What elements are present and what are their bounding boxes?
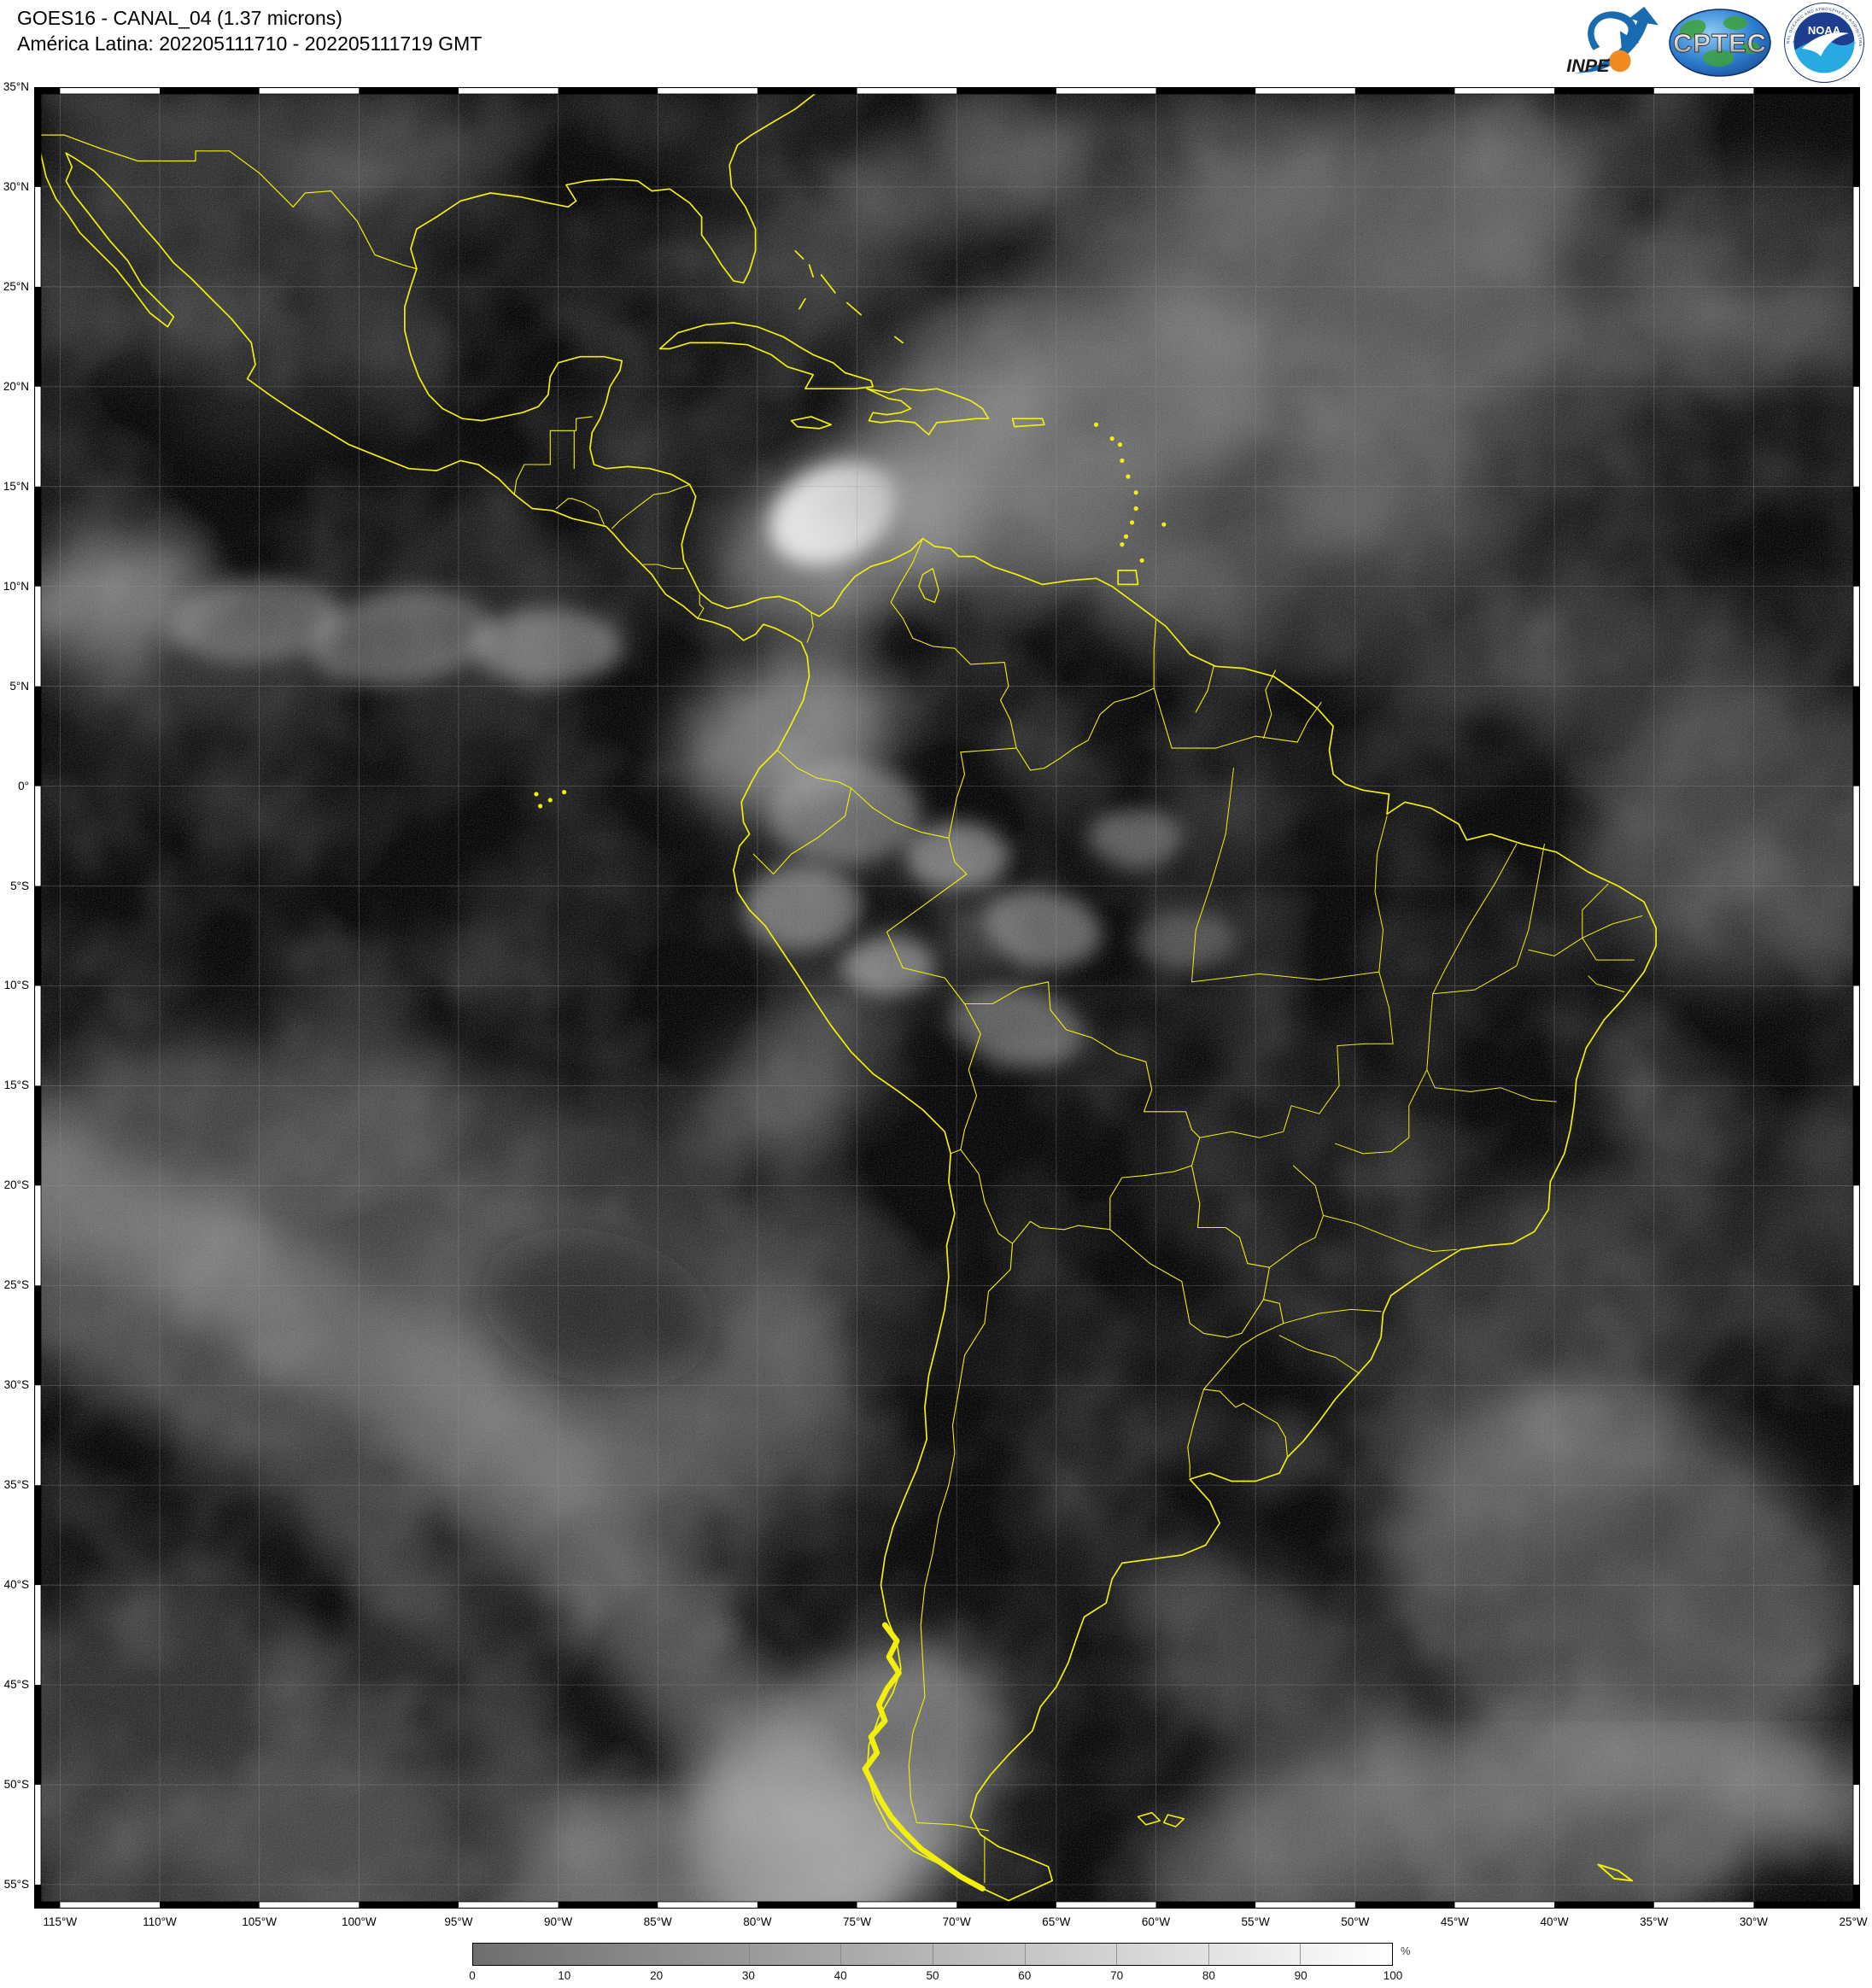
lon-tick-label: 70°W [942, 1915, 971, 1928]
lon-tick-label: 105°W [242, 1915, 277, 1928]
coastline-layer [34, 87, 1657, 1902]
colorbar-tick-label: 0 [469, 1969, 476, 1982]
lat-tick-label: 15°N [3, 479, 29, 493]
colorbar-unit: % [1401, 1944, 1411, 1957]
lon-tick-label: 35°W [1640, 1915, 1669, 1928]
lat-tick-label: 0° [18, 779, 29, 792]
lon-tick-label: 100°W [341, 1915, 377, 1928]
lon-tick-label: 110°W [143, 1915, 177, 1928]
inpe-orange-dot-icon [1609, 50, 1631, 73]
lat-tick-label: 40°S [3, 1578, 29, 1592]
colorbar-tick-line [657, 1944, 658, 1965]
inpe-swoosh-arrow-icon [1575, 6, 1658, 74]
colorbar-tick-label: 60 [1018, 1969, 1032, 1982]
inpe-loop-arrow-icon [1588, 11, 1640, 50]
lon-tick-label: 115°W [43, 1915, 78, 1928]
cptec-globe-land-icon [1679, 16, 1759, 67]
lat-tick-label: 55°S [3, 1877, 29, 1891]
satellite-map [34, 87, 1860, 1909]
lon-tick-label: 80°W [743, 1915, 772, 1928]
lon-tick-label: 30°W [1739, 1915, 1768, 1928]
noaa-logo-text: NOAA [1808, 24, 1841, 37]
lat-tick-label: 10°S [3, 979, 29, 992]
inpe-logo: INPE [1566, 6, 1658, 76]
lon-tick-label: 50°W [1341, 1915, 1370, 1928]
lon-tick-label: 75°W [842, 1915, 872, 1928]
cptec-logo-text: CPTEC [1673, 28, 1767, 58]
noise-layer [34, 87, 1860, 1909]
product-subtitle: América Latina: 202205111710 - 202205111… [17, 32, 483, 55]
colorbar-tick-label: 20 [650, 1969, 664, 1982]
lon-tick-label: 90°W [543, 1915, 573, 1928]
lat-tick-label: 25°S [3, 1278, 29, 1292]
colorbar-tick-label: 70 [1110, 1969, 1124, 1982]
colorbar-tick-line [1024, 1944, 1026, 1965]
lat-tick-label: 10°N [3, 579, 29, 593]
lat-tick-label: 5°S [10, 879, 29, 892]
colorbar-tick-line [840, 1944, 842, 1965]
noaa-logo: NATIONAL OCEANIC AND ATMOSPHERIC ADMINIS… [1784, 3, 1864, 83]
colorbar-tick-label: 90 [1294, 1969, 1307, 1982]
lat-tick-label: 30°S [3, 1378, 29, 1392]
title-block: GOES16 - CANAL_04 (1.37 microns) América… [17, 5, 482, 56]
lon-tick-label: 25°W [1839, 1915, 1868, 1928]
lat-tick-label: 50°S [3, 1777, 29, 1791]
lat-tick-label: 35°S [3, 1478, 29, 1492]
noaa-sky-icon [1793, 12, 1855, 51]
noaa-bird-icon [1802, 32, 1849, 56]
lon-tick-label: 85°W [643, 1915, 672, 1928]
lat-tick-label: 25°N [3, 279, 29, 293]
cptec-logo: CPTEC [1669, 9, 1771, 77]
lon-tick-label: 65°W [1042, 1915, 1071, 1928]
lon-tick-label: 45°W [1440, 1915, 1470, 1928]
satellite-map-canvas [34, 87, 1860, 1909]
map-border-ticks [34, 87, 1860, 1909]
colorbar-tick-line [748, 1944, 750, 1965]
lat-tick-label: 5°N [9, 679, 29, 693]
lon-tick-label: 55°W [1241, 1915, 1270, 1928]
lat-tick-label: 35°N [3, 80, 29, 93]
reflectance-colorbar [472, 1943, 1393, 1966]
lat-tick-label: 15°S [3, 1079, 29, 1092]
colorbar-tick-line [565, 1944, 566, 1965]
colorbar-tick-label: 50 [926, 1969, 939, 1982]
lat-tick-label: 20°N [3, 379, 29, 393]
lon-tick-label: 95°W [444, 1915, 473, 1928]
colorbar-tick-label: 100 [1383, 1969, 1403, 1982]
colorbar-tick-label: 80 [1202, 1969, 1215, 1982]
inpe-logo-text: INPE [1566, 56, 1610, 76]
colorbar-tick-label: 10 [558, 1969, 571, 1982]
lon-tick-label: 40°W [1540, 1915, 1569, 1928]
lat-tick-label: 20°S [3, 1178, 29, 1192]
colorbar-tick-label: 40 [834, 1969, 847, 1982]
lat-tick-label: 45°S [3, 1678, 29, 1692]
colorbar-tick-label: 30 [741, 1969, 755, 1982]
lon-tick-label: 60°W [1141, 1915, 1171, 1928]
product-title: GOES16 - CANAL_04 (1.37 microns) [17, 7, 342, 29]
colorbar-tick-line [1208, 1944, 1209, 1965]
lat-tick-label: 30°N [3, 179, 29, 193]
colorbar-tick-line [1300, 1944, 1302, 1965]
colorbar-tick-line [1116, 1944, 1118, 1965]
